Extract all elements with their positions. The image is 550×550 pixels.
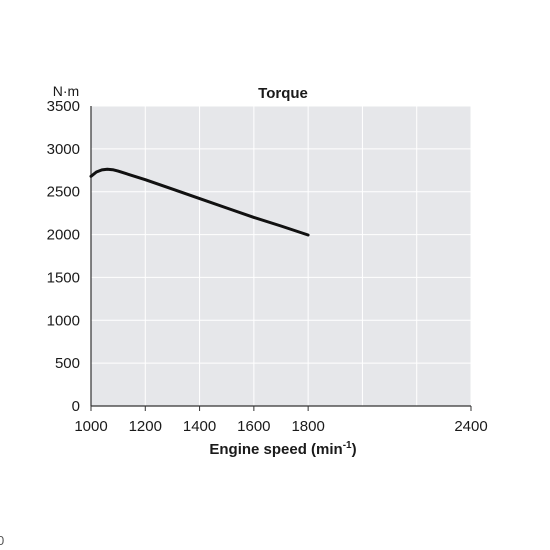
x-tick-label-1400: 1400 (183, 418, 216, 435)
plot-area (91, 106, 471, 406)
series-group (89, 167, 310, 237)
y-tick-label-1000: 1000 (47, 312, 80, 329)
x-tick-label-2400: 2400 (454, 418, 487, 435)
x-tick-label-1200: 1200 (129, 418, 162, 435)
torque-curve (89, 167, 310, 237)
grid-lines (91, 105, 472, 406)
x-axis-label-superscript: -1 (343, 440, 352, 451)
x-tick-label-1600: 1600 (237, 418, 270, 435)
x-axis-label-main: Engine speed (min (209, 441, 342, 458)
x-axis-label-close: ) (352, 441, 357, 458)
y-tick-label-1500: 1500 (47, 269, 80, 286)
y-tick-label-500: 500 (55, 355, 80, 372)
y-axis-unit: N·m (53, 83, 79, 99)
stray-text: 0 (0, 533, 5, 548)
axes (90, 106, 472, 411)
y-tick-label-2500: 2500 (47, 184, 80, 201)
y-tick-label-2000: 2000 (47, 227, 80, 244)
y-tick-label-3000: 3000 (47, 141, 80, 158)
y-tick-labels: 0 500 1000 1500 2000 2500 3000 3500 (47, 98, 80, 415)
x-tick-label-1800: 1800 (291, 418, 324, 435)
y-tick-label-3500: 3500 (47, 98, 80, 115)
y-tick-label-0: 0 (72, 398, 80, 415)
x-axis-label: Engine speed (min-1) (209, 440, 356, 458)
x-tick-labels: 1000 1200 1400 1600 1800 2400 (74, 418, 487, 435)
x-tick-label-1000: 1000 (74, 418, 107, 435)
chart-title: Torque (258, 85, 308, 102)
